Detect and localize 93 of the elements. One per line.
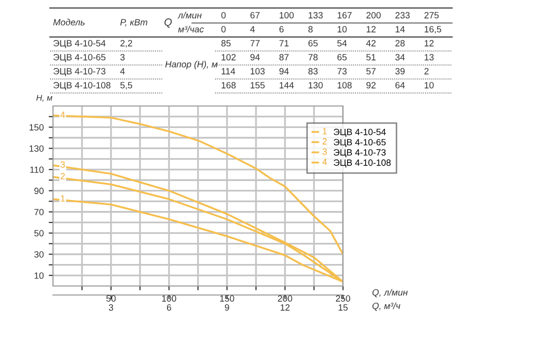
legend-label: ЭЦВ 4-10-65 — [334, 138, 386, 148]
y-tick-label: 90 — [34, 188, 44, 194]
y-tick-label: 130 — [30, 145, 44, 152]
category-label: 233 — [395, 12, 410, 18]
y-tick-label: 70 — [34, 208, 44, 216]
text: 2,2 — [120, 40, 132, 48]
text: 4 — [250, 26, 255, 32]
data-label: 42 — [366, 40, 376, 46]
text: 3 — [120, 54, 125, 60]
x2-tick-label: 3 — [108, 304, 114, 311]
data-label: 102 — [222, 54, 236, 60]
x-tick-label: 200 — [278, 295, 292, 302]
text: 4 — [322, 158, 327, 165]
y-tick-label: 150 — [30, 124, 44, 131]
category-label: 67 — [250, 12, 260, 18]
data-label: 65 — [308, 40, 318, 46]
text: 1 — [322, 128, 327, 134]
data-label: 92 — [366, 82, 376, 88]
data-label: 114 — [222, 68, 236, 74]
x-axis-title: Q, л/мин — [372, 288, 408, 298]
annotation: 4 — [60, 112, 65, 118]
text: Напор (Н), м — [165, 60, 218, 70]
data-label: 64 — [395, 82, 405, 88]
text: 6 — [279, 26, 284, 32]
annotation: 1 — [60, 195, 65, 202]
text: 10 — [338, 26, 347, 32]
data-label: 108 — [338, 82, 352, 88]
text: Модель — [53, 18, 85, 26]
y-tick-label: 30 — [34, 251, 44, 258]
text: 3 — [322, 148, 327, 155]
text: ЭЦВ 4-10-54 — [53, 40, 106, 48]
data-label: 28 — [395, 40, 405, 46]
text: P, кВт — [120, 19, 148, 26]
data-label: 39 — [395, 68, 405, 74]
x-tick-label: 100 — [162, 295, 176, 302]
x2-tick-label: 9 — [224, 304, 230, 311]
text: ЭЦВ 4-10-108 — [53, 82, 110, 90]
data-label: 2 — [424, 68, 429, 74]
data-label: 94 — [250, 54, 260, 60]
y-tick-label: 50 — [34, 230, 44, 236]
text: 12 — [366, 26, 376, 32]
data-label: 73 — [337, 68, 347, 74]
text: Q — [164, 18, 172, 28]
x2-axis-title: Q, м³/ч — [372, 302, 400, 311]
data-label: 130 — [308, 82, 323, 88]
data-label: 155 — [250, 82, 265, 88]
annotation: 3 — [60, 161, 65, 168]
data-label: 144 — [280, 82, 294, 88]
data-label: 34 — [395, 54, 405, 60]
data-label: 85 — [221, 40, 231, 46]
category-label: 167 — [338, 12, 352, 18]
data-label: 103 — [250, 68, 265, 74]
data-label: 13 — [424, 54, 434, 60]
y-tick-label: 110 — [30, 166, 44, 173]
data-label: 77 — [250, 40, 260, 46]
text: 0 — [221, 12, 226, 18]
text: ЭЦВ 4-10-65 — [53, 54, 106, 62]
data-label: 10 — [424, 82, 434, 88]
category-label: 100 — [280, 12, 294, 18]
category-label: 0 — [221, 26, 226, 32]
category-label: 275 — [424, 12, 439, 18]
data-label: 71 — [279, 40, 289, 46]
y-axis-title: H, м — [36, 94, 52, 102]
text: ЭЦВ 4-10-73 — [53, 68, 106, 76]
legend-label: ЭЦВ 4-10-54 — [334, 128, 386, 137]
data-label: 57 — [366, 68, 376, 74]
data-label: 78 — [308, 54, 318, 60]
data-label: 94 — [279, 68, 289, 74]
category-label: 133 — [308, 12, 323, 18]
data-label: 65 — [337, 54, 347, 60]
data-label: 168 — [222, 82, 236, 88]
data-label: 87 — [279, 54, 289, 60]
y-tick-label: 10 — [34, 272, 44, 279]
annotation: 2 — [60, 172, 65, 180]
legend-label: ЭЦВ 4-10-108 — [334, 159, 391, 168]
text: л/мин — [178, 12, 202, 18]
data-label: 51 — [366, 54, 376, 60]
x2-tick-label: 15 — [338, 304, 348, 311]
text: 8 — [308, 26, 313, 32]
text: 14 — [396, 26, 405, 32]
text: м³/час — [178, 26, 204, 32]
text: 5,5 — [120, 82, 132, 90]
legend-label: ЭЦВ 4-10-73 — [334, 149, 386, 158]
data-label: 54 — [337, 40, 347, 46]
text: 4 — [120, 68, 125, 74]
x2-tick-label: 12 — [280, 304, 290, 311]
x2-tick-label: 6 — [166, 304, 172, 311]
text: 16,5 — [424, 26, 442, 34]
category-label: 200 — [366, 12, 381, 18]
data-label: 83 — [308, 68, 318, 74]
text: 2 — [322, 138, 327, 144]
data-label: 12 — [424, 40, 434, 46]
x-tick-label: 50 — [106, 295, 116, 302]
